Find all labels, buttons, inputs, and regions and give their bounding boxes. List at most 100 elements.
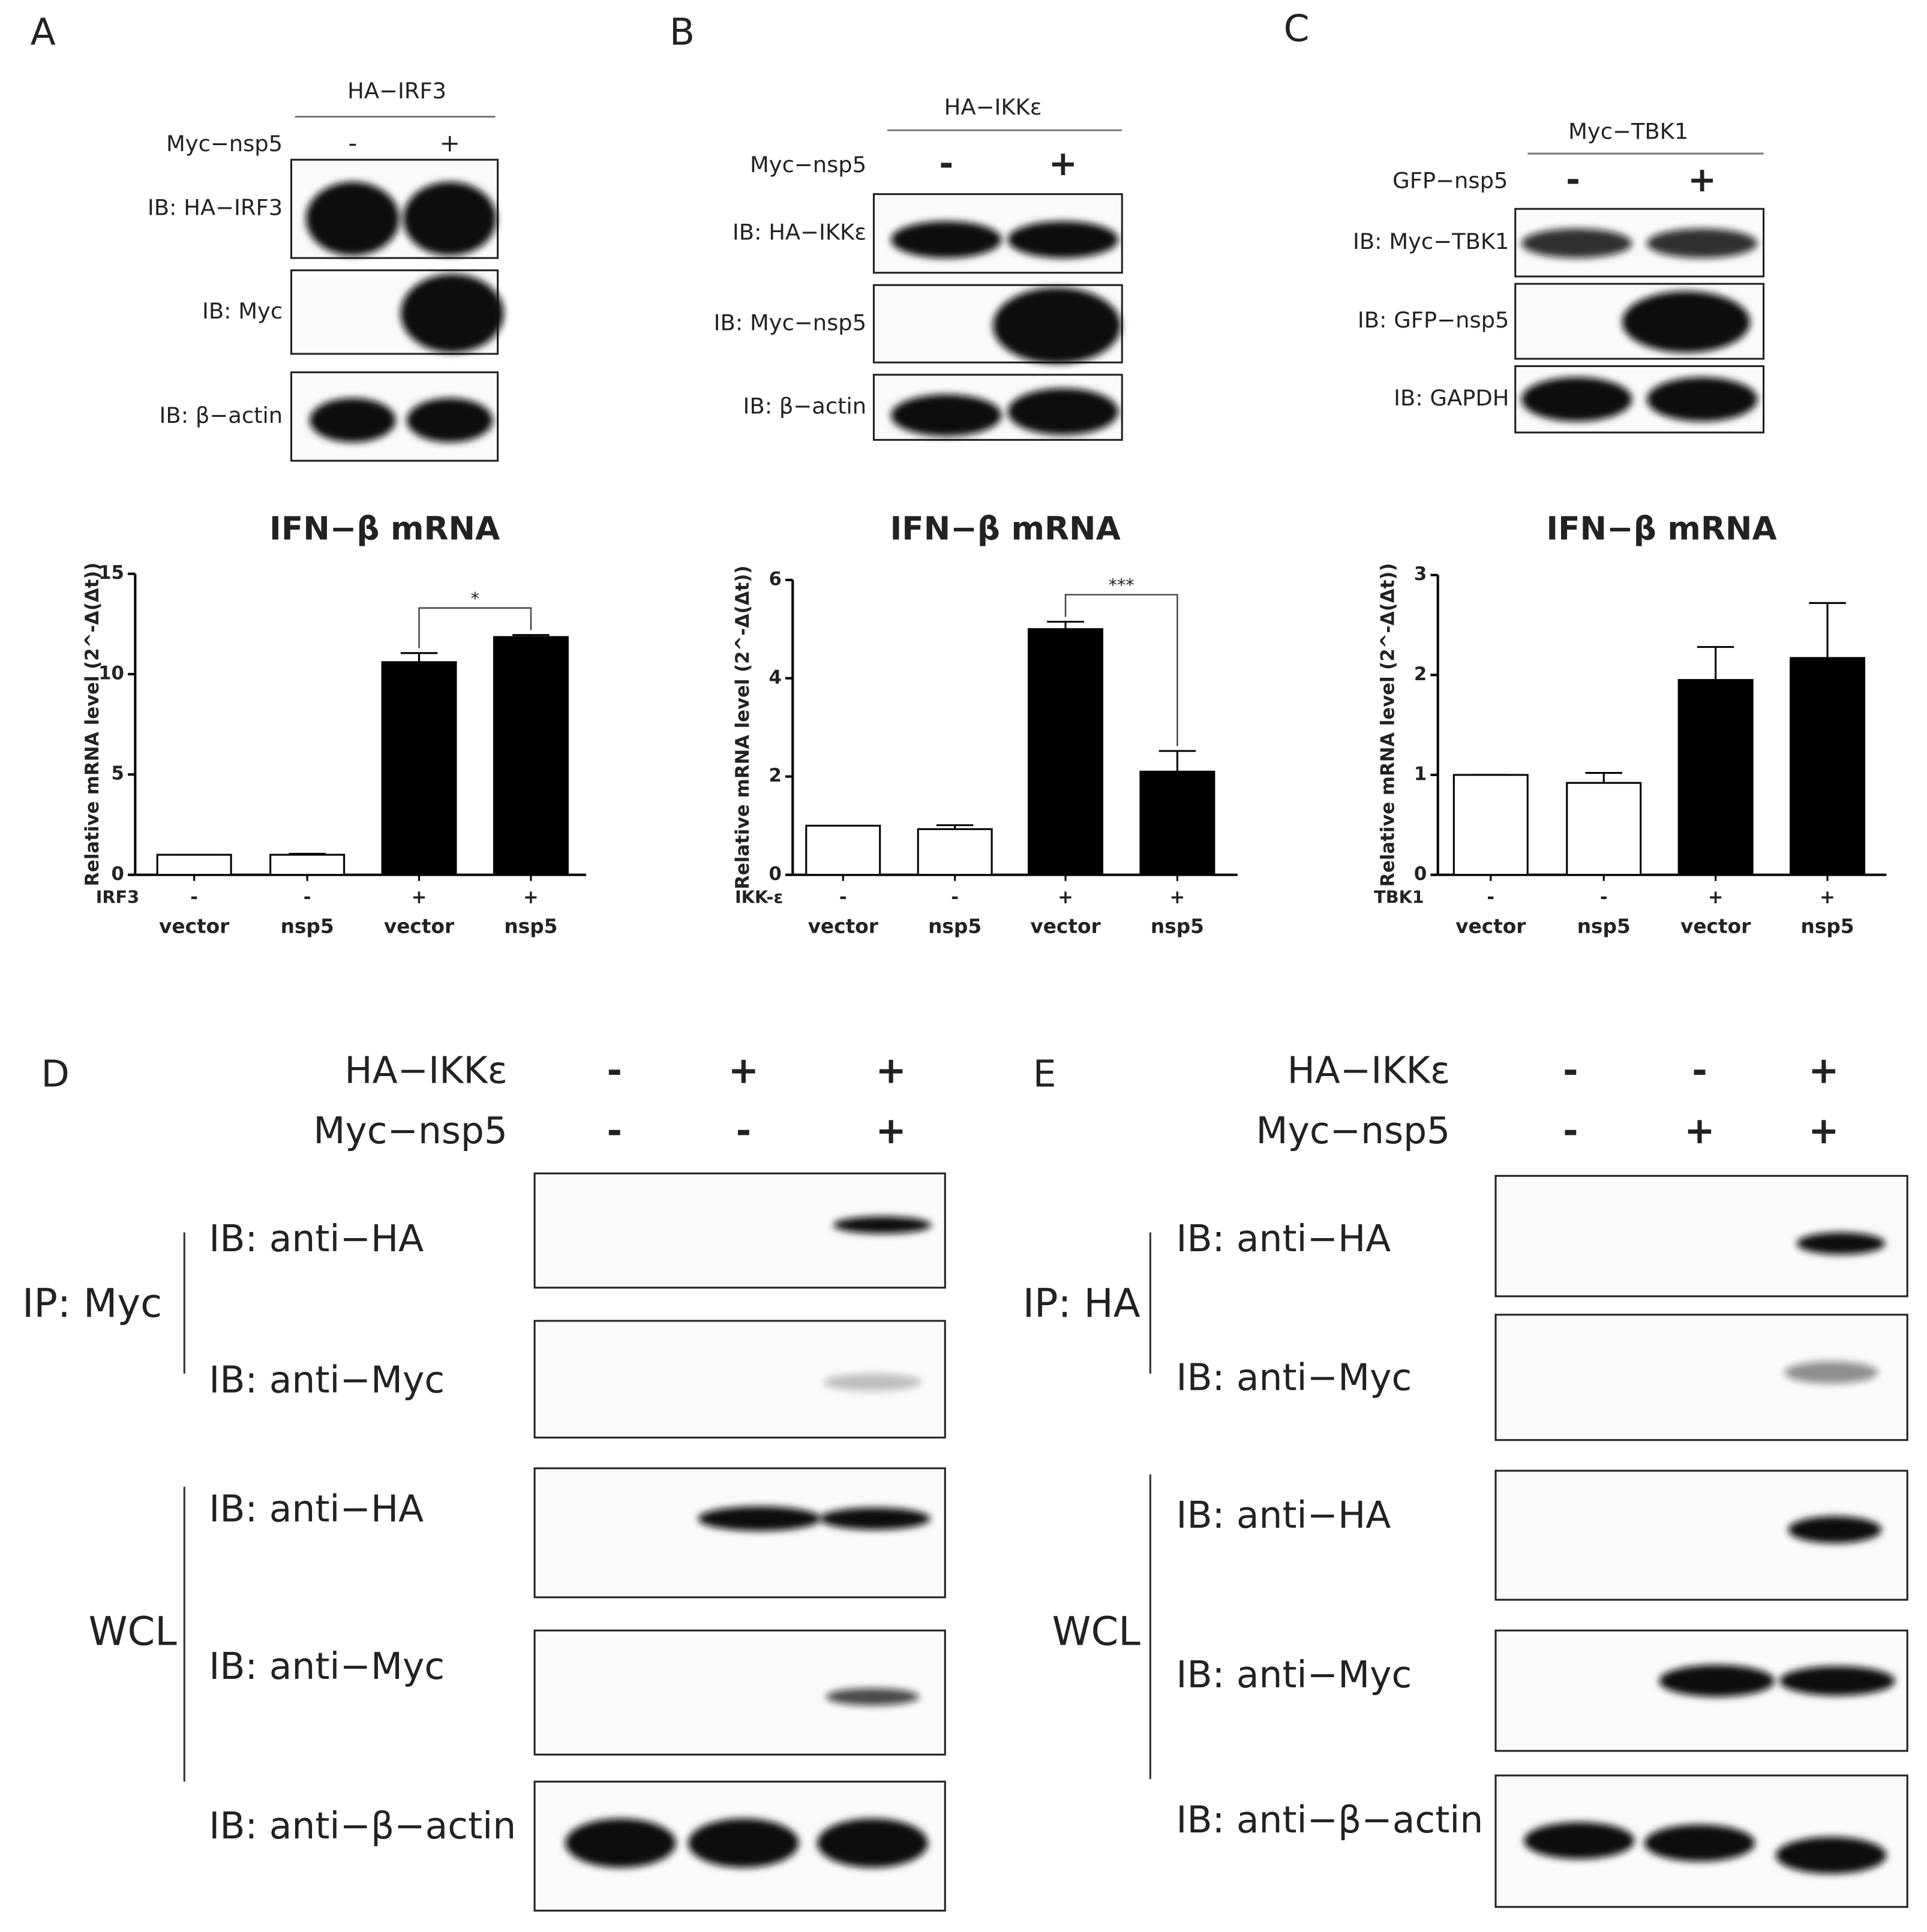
lane-header: HA−IRF3	[347, 78, 446, 104]
factor-sign: +	[1058, 887, 1073, 908]
y-tick-label: 2	[769, 765, 781, 786]
factor-sign: -	[1600, 887, 1608, 908]
factor-label: IRF3	[96, 887, 139, 907]
blot-band	[310, 398, 396, 443]
y-tick-label: 0	[1414, 863, 1427, 885]
y-tick-label: 6	[769, 568, 781, 590]
y-tick-label: 1	[1414, 763, 1427, 785]
blot-band	[565, 1818, 676, 1868]
blot-band	[1007, 388, 1119, 435]
x-tick-label: nsp5	[281, 915, 334, 938]
y-axis-label: Relative mRNA level (2^-Δ(Δt))	[82, 563, 103, 887]
group-label: WCL	[1052, 1609, 1141, 1655]
treatment-sign: -	[1692, 1049, 1707, 1092]
treatment-sign: +	[1808, 1049, 1839, 1092]
treatment-sign: -	[1563, 1049, 1578, 1092]
blot-frame	[533, 1467, 946, 1599]
blot-band	[1521, 229, 1632, 259]
blot-band	[400, 274, 504, 353]
panel-letter: C	[1284, 7, 1310, 50]
y-axis-label: Relative mRNA level (2^-Δ(Δt))	[732, 566, 754, 890]
group-label: IP: HA	[1023, 1281, 1140, 1327]
treatment-sign: +	[875, 1110, 906, 1152]
y-tick-label: 3	[1414, 563, 1427, 585]
blot-label: IB: β−actin	[743, 393, 867, 419]
chart-title: IFN−β mRNA	[890, 510, 1120, 548]
blot-band	[1644, 1824, 1755, 1862]
lane-header: Myc−TBK1	[1568, 119, 1688, 145]
blot-band	[823, 1374, 922, 1391]
blot-label: IB: HA−IKKε	[733, 220, 866, 245]
y-tick-label: 0	[112, 863, 124, 885]
y-tick-label: 4	[769, 666, 781, 688]
y-tick-label: 10	[98, 662, 124, 684]
blot-band	[688, 1818, 799, 1868]
treatment-label: Myc−nsp5	[750, 152, 866, 178]
significance-bracket	[1064, 594, 1178, 746]
factor-sign: +	[412, 887, 427, 908]
blot-label: IB: β−actin	[160, 402, 283, 428]
bar	[917, 828, 993, 876]
blot-band	[1788, 1516, 1882, 1543]
chart-title: IFN−β mRNA	[269, 510, 500, 548]
factor-sign: +	[523, 887, 539, 908]
blot-band	[993, 287, 1121, 364]
bar	[1790, 657, 1866, 876]
factor-sign: +	[1708, 887, 1724, 908]
blot-label: IB: GAPDH	[1394, 385, 1509, 411]
factor-sign: -	[839, 887, 847, 908]
treatment-label: Myc−nsp5	[1256, 1110, 1451, 1152]
blot-band	[407, 398, 493, 443]
bar	[1452, 774, 1529, 876]
treatment-sign: -	[349, 129, 358, 158]
blot-label: IB: HA−IRF3	[148, 195, 283, 221]
bar	[1139, 770, 1215, 876]
factor-sign: -	[1487, 887, 1494, 908]
blot-band	[1776, 1837, 1887, 1874]
blot-band	[1646, 229, 1758, 259]
factor-sign: +	[1170, 887, 1185, 908]
bar	[1028, 628, 1104, 876]
treatment-sign: +	[1808, 1110, 1839, 1152]
treatment-sign: -	[1566, 160, 1580, 200]
treatment-label: Myc−nsp5	[166, 131, 283, 157]
bar	[805, 825, 881, 876]
y-tick-label: 15	[98, 562, 124, 584]
blot-band	[1007, 221, 1119, 259]
treatment-label: GFP−nsp5	[1392, 168, 1508, 194]
treatment-sign: +	[440, 129, 460, 158]
factor-sign: -	[951, 887, 959, 908]
treatment-sign: -	[1563, 1110, 1578, 1152]
blot-label: IB: anti−Myc	[1176, 1356, 1412, 1399]
blot-band	[1524, 1822, 1635, 1859]
x-tick-label: vector	[1455, 915, 1526, 938]
treatment-sign: +	[728, 1049, 759, 1092]
blot-band	[1784, 1361, 1878, 1384]
blot-band	[1521, 377, 1632, 422]
y-tick-label: 5	[112, 763, 124, 785]
x-tick-label: vector	[384, 915, 455, 938]
significance-label: ***	[1109, 575, 1134, 595]
bar	[1566, 782, 1642, 876]
factor-sign: +	[1820, 887, 1835, 908]
group-label: IP: Myc	[22, 1281, 162, 1327]
x-tick-label: nsp5	[1801, 915, 1854, 938]
chart-title: IFN−β mRNA	[1546, 510, 1776, 548]
panel-letter: B	[670, 11, 695, 53]
group-label: WCL	[89, 1609, 178, 1655]
blot-label: IB: anti−HA	[1176, 1218, 1391, 1260]
bar	[493, 636, 569, 876]
bar	[156, 854, 232, 876]
blot-band	[1622, 291, 1751, 353]
panel-letter: A	[31, 11, 56, 53]
treatment-label: HA−IKKε	[1287, 1049, 1451, 1092]
x-tick-label: nsp5	[1577, 915, 1631, 938]
panel-letter: D	[41, 1053, 70, 1096]
blot-band	[306, 182, 400, 256]
factor-label: TBK1	[1374, 887, 1424, 907]
blot-band	[1796, 1232, 1886, 1255]
blot-band	[1646, 377, 1758, 422]
y-tick-label: 0	[769, 863, 781, 885]
factor-label: IKK-ε	[735, 887, 783, 907]
